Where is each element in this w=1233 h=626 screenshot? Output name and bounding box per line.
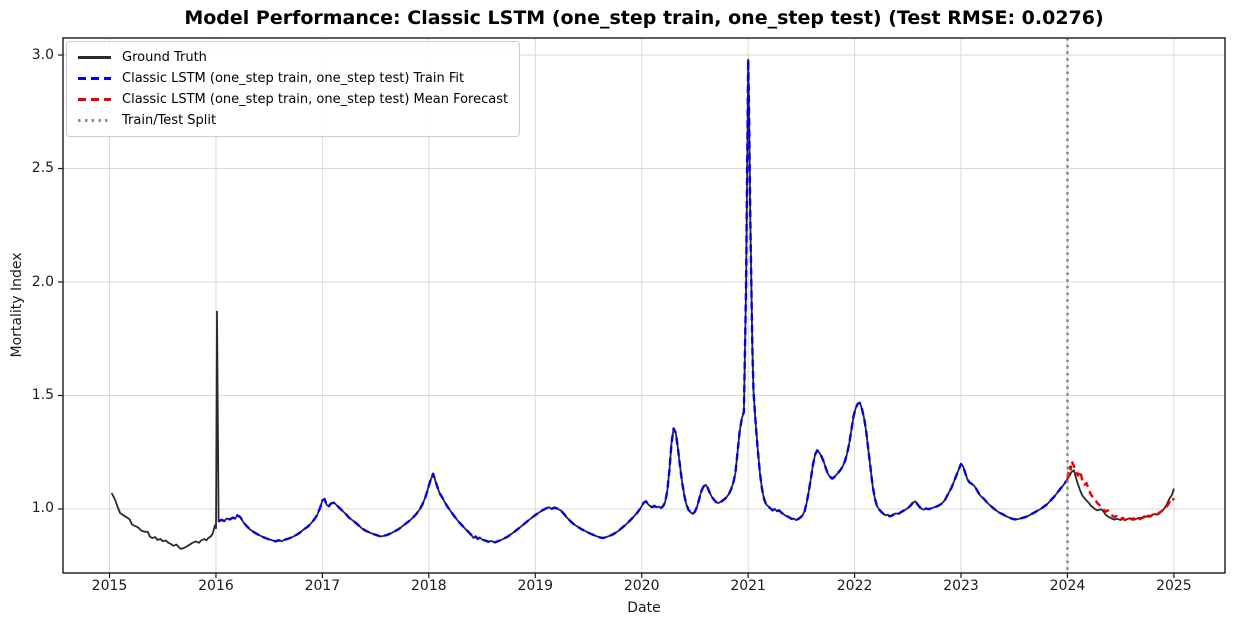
mean-forecast-line-swatch [78,98,111,101]
mean-forecast-line [1066,460,1176,522]
x-tick-label: 2020 [623,578,660,594]
y-tick-label: 2.0 [31,273,54,290]
legend-item-train-fit: Classic LSTM (one_step train, one_step t… [78,70,508,87]
x-tick-label: 2022 [836,578,873,594]
plot-frame [62,37,1226,574]
x-axis-label: Date [627,600,661,616]
x-tick-label: 2016 [198,578,234,594]
x-tick-label: 2019 [517,578,554,594]
x-tick-label: 2015 [91,578,128,594]
train-fit-line [217,58,1068,544]
legend-label: Classic LSTM (one_step train, one_step t… [122,71,465,86]
ground-truth-line-swatch [78,56,111,59]
legend-item-train-test-split: Train/Test Split [78,112,508,129]
chart-title: Model Performance: Classic LSTM (one_ste… [184,7,1104,29]
x-tick-label: 2017 [304,578,341,594]
x-tick-label: 2024 [1049,578,1086,594]
y-tick-label: 1.0 [31,500,54,517]
x-tick-label: 2023 [943,578,979,594]
train-fit-line-swatch [78,77,111,80]
y-axis-label: Mortality Index [9,252,25,358]
legend-item-mean-forecast: Classic LSTM (one_step train, one_step t… [78,91,508,108]
legend-label: Train/Test Split [122,113,217,128]
x-tick-label: 2021 [730,578,766,594]
x-tick-label: 2025 [1156,578,1192,594]
legend-label: Classic LSTM (one_step train, one_step t… [122,92,509,107]
y-tick-label: 3.0 [31,46,54,63]
y-tick-label: 1.5 [31,386,54,403]
legend-label: Ground Truth [122,50,207,65]
legend: Ground Truth Classic LSTM (one_step trai… [66,41,521,137]
x-tick-label: 2018 [411,578,447,594]
train-test-split-line-swatch [78,119,111,122]
y-tick-label: 2.5 [31,160,54,176]
legend-item-ground-truth: Ground Truth [78,49,508,66]
